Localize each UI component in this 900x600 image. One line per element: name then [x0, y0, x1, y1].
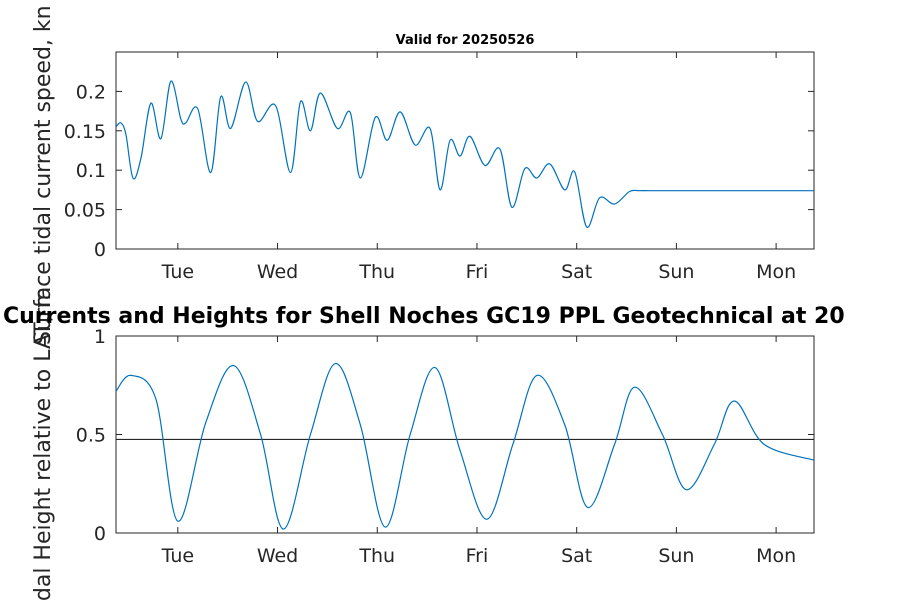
- height-x-tick-label: Fri: [466, 545, 489, 567]
- speed-x-tick-label: Sat: [561, 261, 592, 283]
- height-x-ticks: Tue Wed Thu Fri Sat Sun Mon: [161, 336, 796, 567]
- height-x-tick-label: Thu: [358, 545, 395, 567]
- main-chart-title: Currents and Heights for Shell Noches GC…: [3, 304, 845, 329]
- height-series-line: [116, 362, 814, 530]
- height-y-tick-label: 1: [94, 326, 106, 348]
- height-y-ticks: 00.51: [76, 326, 814, 545]
- speed-plot-area: [115, 51, 815, 250]
- speed-y-tick-label: 0.2: [76, 81, 106, 103]
- height-y-tick-label: 0.5: [76, 425, 106, 447]
- height-x-tick-label: Mon: [756, 545, 796, 567]
- height-y-axis-label: Tidal Height relative to LAT, m: [31, 287, 56, 600]
- speed-x-tick-label: Wed: [257, 261, 298, 283]
- speed-x-ticks: Tue Wed Thu Fri Sat Sun Mon: [161, 52, 796, 283]
- speed-y-axis-label: Surface tidal current speed, kn: [31, 5, 56, 345]
- speed-series-group: [116, 80, 814, 228]
- speed-y-tick-label: 0.05: [64, 200, 106, 222]
- speed-x-tick-label: Fri: [466, 261, 489, 283]
- height-series-group: [116, 362, 814, 530]
- height-y-tick-label: 0: [94, 523, 106, 545]
- speed-x-tick-label: Thu: [358, 261, 395, 283]
- height-x-tick-label: Wed: [257, 545, 298, 567]
- speed-x-tick-label: Sun: [658, 261, 694, 283]
- speed-series-line: [116, 80, 814, 228]
- speed-chart-title: Valid for 20250526: [396, 33, 535, 48]
- speed-y-ticks: 0 0.05 0.1 0.15 0.2: [64, 81, 814, 261]
- speed-x-tick-label: Mon: [756, 261, 796, 283]
- height-x-tick-label: Tue: [161, 545, 194, 567]
- speed-panel: Valid for 20250526 Tue Wed Thu Fri Sat Sun Mon…: [31, 5, 815, 345]
- speed-y-tick-label: 0.1: [76, 160, 106, 182]
- height-panel: Tue Wed Thu Fri Sat Sun Mon 00.51 Tidal Height…: [31, 287, 815, 600]
- height-plot-area: [115, 335, 815, 534]
- height-x-tick-label: Sun: [658, 545, 694, 567]
- speed-x-tick-label: Tue: [161, 261, 194, 283]
- speed-y-tick-label: 0.15: [64, 121, 106, 143]
- speed-y-tick-label: 0: [94, 239, 106, 261]
- height-x-tick-label: Sat: [561, 545, 592, 567]
